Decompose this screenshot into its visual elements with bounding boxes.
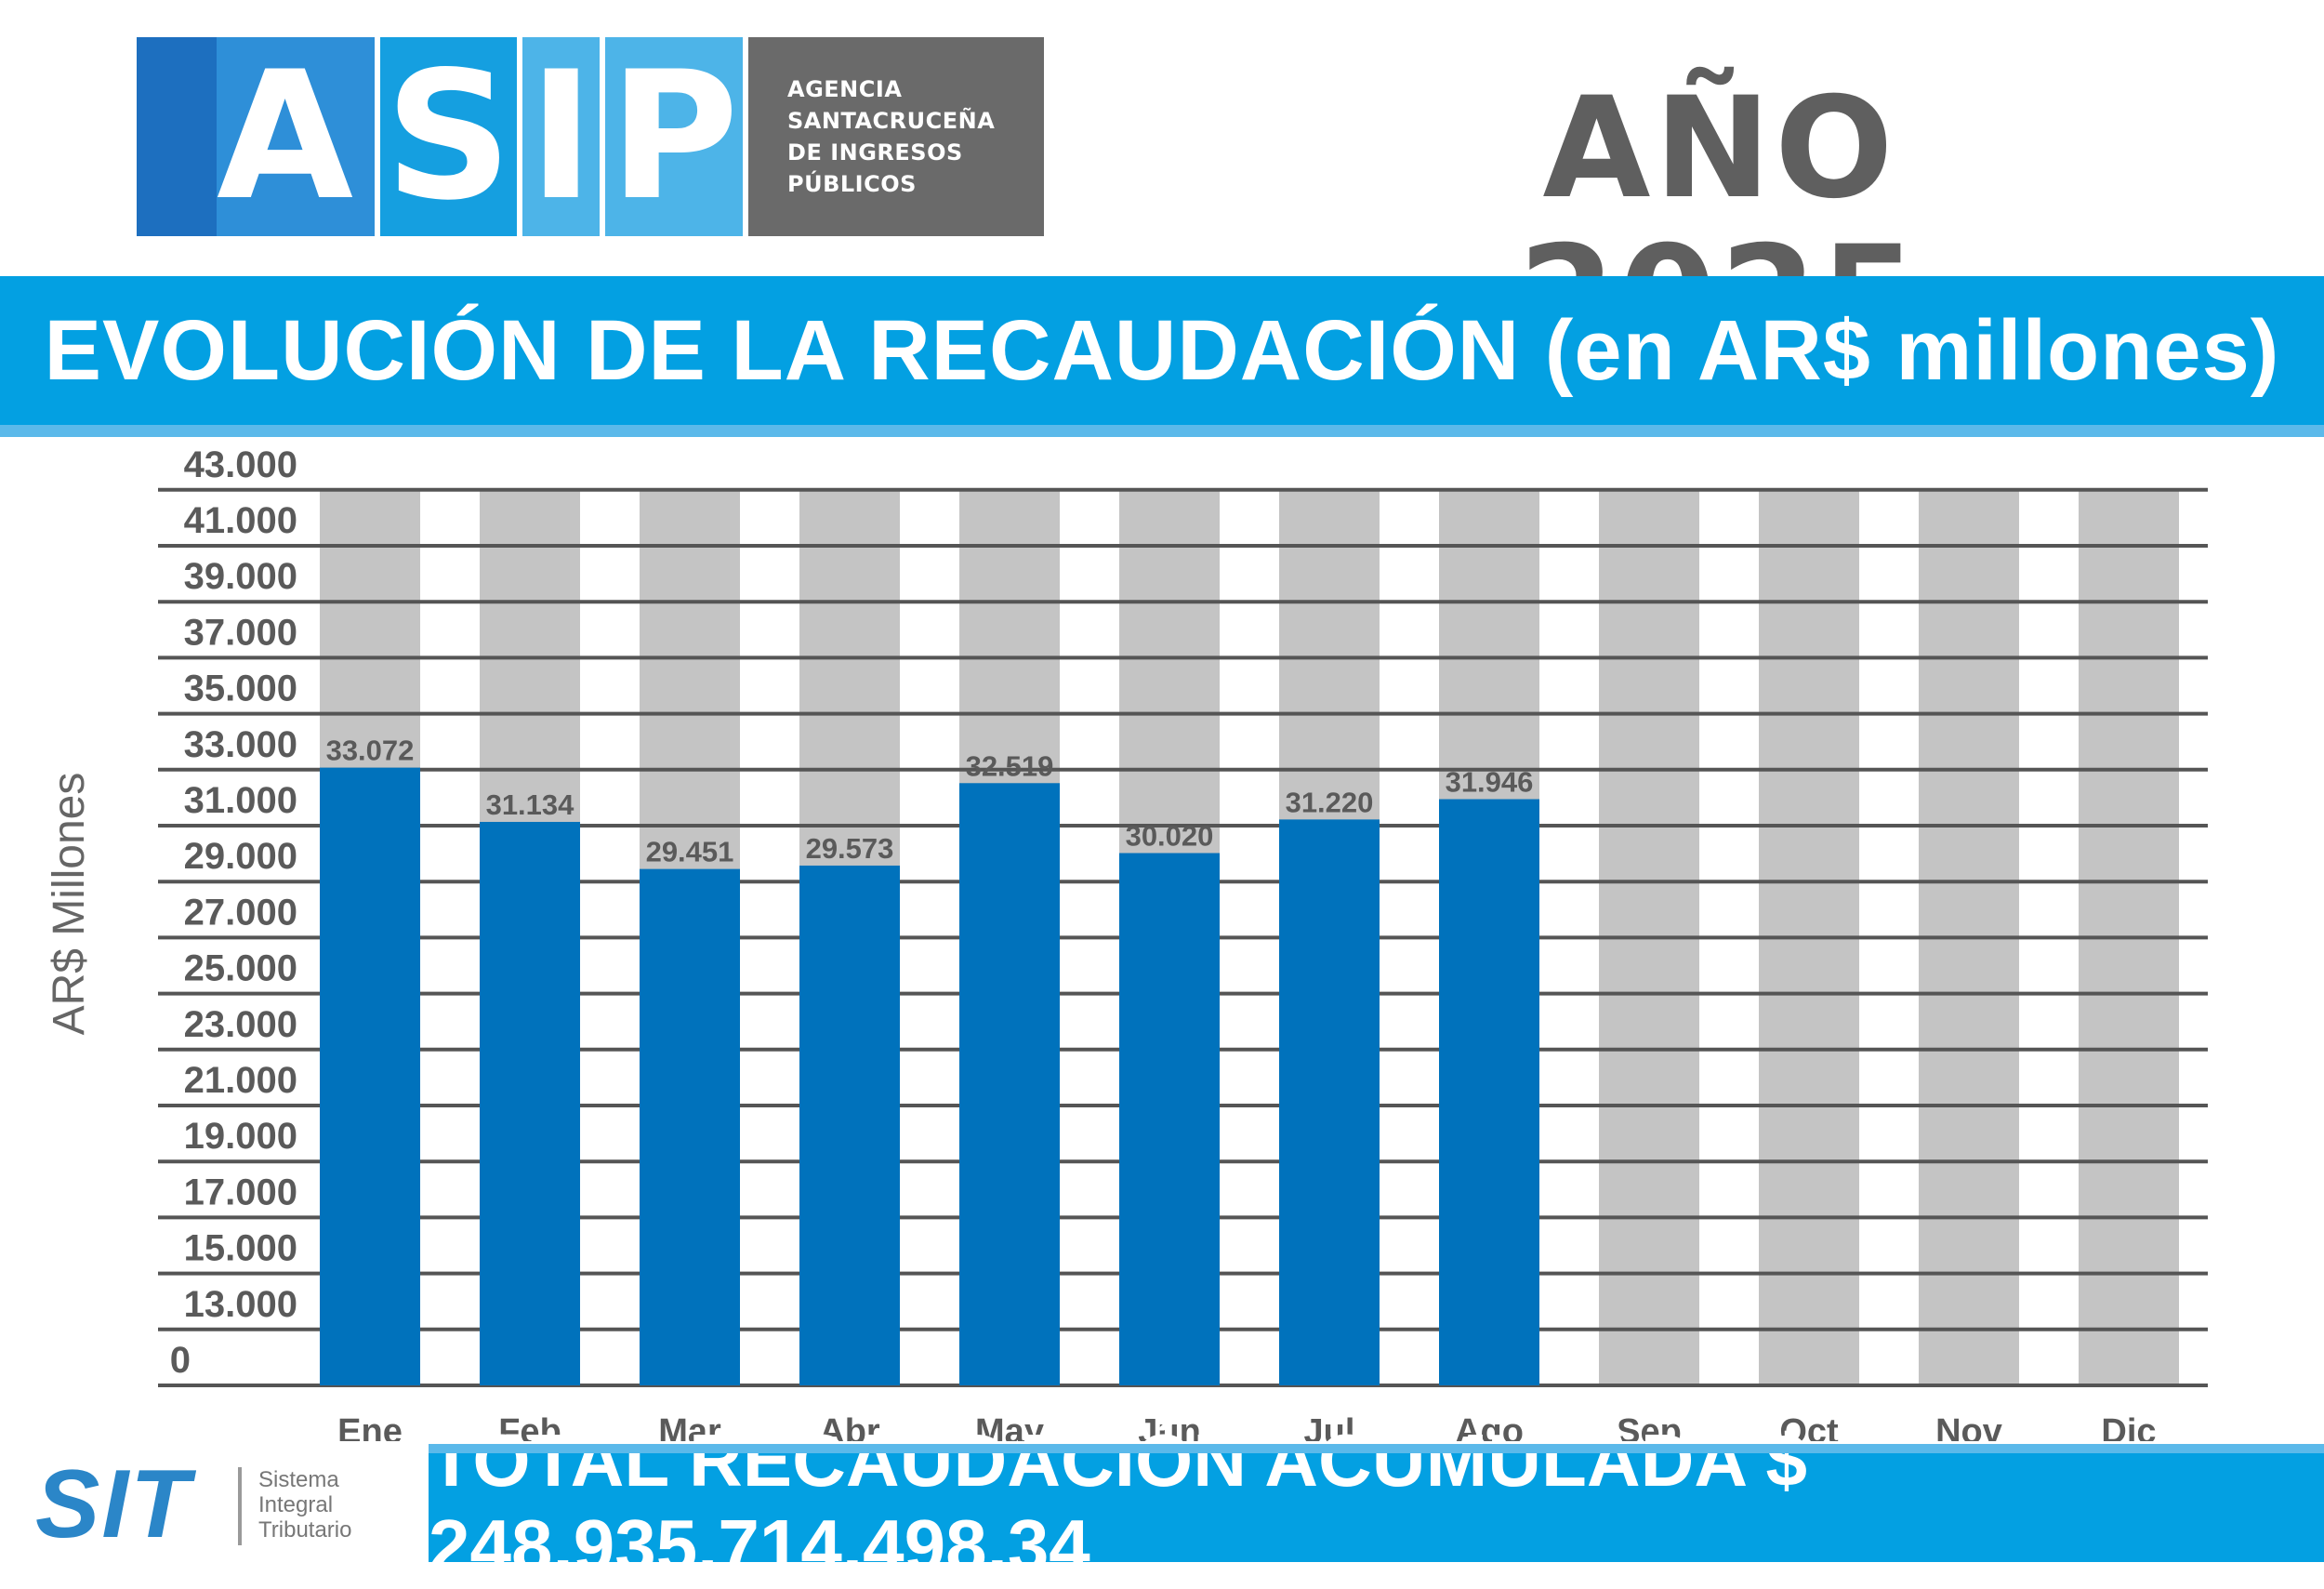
- total-collection-banner: TOTAL RECAUDACIÓN ACUMULADA $ 248.935.71…: [429, 1419, 2324, 1587]
- logo-letter-s: S: [379, 37, 518, 236]
- y-tick-label: 31.000: [184, 780, 297, 821]
- data-bar: [1279, 819, 1380, 1385]
- logo-letter-a-block: [217, 37, 375, 236]
- y-tick-label: 41.000: [184, 500, 297, 541]
- y-tick-label: 13.000: [184, 1284, 297, 1325]
- sit-subtitle-line: Tributario: [258, 1517, 352, 1543]
- logo-text-line: AGENCIA: [787, 76, 903, 102]
- y-tick-label: 29.000: [184, 836, 297, 877]
- total-stripe: [429, 1444, 2324, 1453]
- value-label: 29.451: [646, 836, 734, 868]
- value-labels: 33.072 31.134 29.451 29.573 32.519 30.020 31.2…: [326, 735, 1534, 868]
- logo-letter-a: A: [137, 37, 353, 236]
- y-tick-label: 17.000: [184, 1172, 297, 1212]
- asip-logo: A S I P AGENCIA SANTACRUCEÑA DE INGRESOS…: [137, 37, 1044, 236]
- x-tick-label: Abr: [819, 1412, 880, 1441]
- logo-text-line: PÚBLICOS: [787, 171, 917, 197]
- y-tick-label: 19.000: [184, 1116, 297, 1157]
- sit-logo: SIT Sistema Integral Tributario: [35, 1450, 426, 1558]
- value-label: 30.020: [1126, 819, 1214, 852]
- x-tick-labels: Ene Feb Mar Abr May Jun Jul Ago Sep Oct Nov Dic: [337, 1412, 2156, 1441]
- x-tick-label: Ago: [1455, 1412, 1524, 1441]
- chart-title: EVOLUCIÓN DE LA RECAUDACIÓN (en AR$ mill…: [0, 276, 2324, 425]
- value-label: 33.072: [326, 735, 415, 767]
- y-axis-label: AR$ Millones: [45, 773, 94, 1036]
- y-tick-label: 23.000: [184, 1004, 297, 1045]
- data-bar: [959, 783, 1060, 1385]
- logo-text-line: DE INGRESOS: [787, 139, 963, 166]
- sit-subtitle-line: Integral: [258, 1492, 334, 1517]
- x-tick-label: Jun: [1138, 1412, 1201, 1441]
- y-tick-label: 33.000: [184, 724, 297, 765]
- y-tick-label: 37.000: [184, 612, 297, 653]
- y-tick-label: 15.000: [184, 1228, 297, 1269]
- y-tick-label: 0: [170, 1340, 191, 1381]
- title-stripe: [0, 425, 2324, 437]
- x-tick-label: Mar: [658, 1412, 721, 1441]
- value-label: 31.946: [1446, 766, 1534, 799]
- sit-logo-subtitle: Sistema Integral Tributario: [258, 1467, 426, 1543]
- y-tick-label: 35.000: [184, 669, 297, 709]
- value-label: 29.573: [806, 832, 894, 865]
- x-tick-label: Nov: [1935, 1412, 2002, 1441]
- x-tick-label: Sep: [1617, 1412, 1682, 1441]
- x-tick-label: Jul: [1304, 1412, 1355, 1441]
- revenue-bar-chart: 33.072 31.134 29.451 29.573 32.519 30.020 31.2…: [45, 444, 2208, 1441]
- value-label: 32.519: [966, 749, 1054, 782]
- x-tick-label: Dic: [2101, 1412, 2156, 1441]
- y-tick-label: 21.000: [184, 1060, 297, 1101]
- y-tick-label: 43.000: [184, 444, 297, 485]
- data-bar: [640, 868, 740, 1385]
- data-bar: [320, 767, 420, 1385]
- x-tick-label: Ene: [337, 1412, 403, 1441]
- year-heading: AÑO 2025: [1518, 68, 1917, 372]
- logo-agency-name: AGENCIA SANTACRUCEÑA DE INGRESOS PÚBLICO…: [748, 37, 1044, 236]
- y-tick-labels: 43.000 41.000 39.000 37.000 35.000 33.000 31.0…: [170, 444, 297, 1381]
- y-tick-label: 39.000: [184, 556, 297, 597]
- x-tick-label: Oct: [1779, 1412, 1839, 1441]
- data-bar: [799, 865, 900, 1385]
- sit-logo-divider: [238, 1467, 242, 1545]
- sit-logo-word: SIT: [35, 1450, 191, 1558]
- logo-letter-i: I: [522, 37, 601, 236]
- x-tick-label: May: [975, 1412, 1044, 1441]
- y-tick-label: 27.000: [184, 892, 297, 933]
- data-bar: [1439, 799, 1539, 1385]
- data-bars: [320, 767, 1539, 1385]
- value-label: 31.134: [486, 788, 575, 821]
- data-bar: [1119, 853, 1220, 1385]
- data-bar: [480, 821, 580, 1385]
- sit-subtitle-line: Sistema: [258, 1467, 339, 1492]
- y-tick-label: 25.000: [184, 948, 297, 989]
- logo-text-line: SANTACRUCEÑA: [787, 108, 996, 134]
- x-tick-label: Feb: [498, 1412, 561, 1441]
- logo-letter-p: P: [605, 37, 744, 236]
- value-label: 31.220: [1286, 786, 1374, 818]
